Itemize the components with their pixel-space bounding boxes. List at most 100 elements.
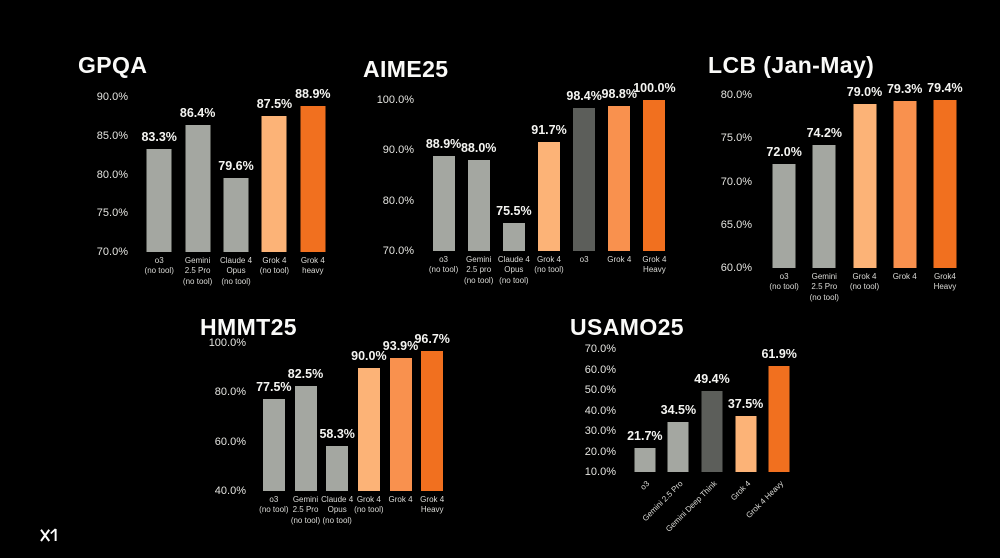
xai-logo (38, 526, 62, 544)
y-tick-label: 60.0% (584, 363, 616, 376)
bar-value-label: 79.6% (218, 158, 254, 173)
hmmt25-chart: HMMT25 40.0% 60.0% 80.0% 100.0% 77.5% o3 (no … (200, 314, 450, 525)
y-tick-label: 75.0% (720, 132, 752, 145)
y-tick-label: 70.0% (382, 245, 414, 257)
bar (326, 445, 349, 491)
bar-value-label: 82.5% (287, 367, 324, 382)
chart-title: HMMT25 (200, 314, 297, 340)
bar (421, 351, 444, 491)
y-tick-label: 100.0% (376, 94, 414, 106)
bar-group: 98.4% o3 (566, 89, 601, 264)
lcb-chart: LCB (Jan-May) 60.0% 65.0% 70.0% 75.0% 80.0% … (708, 52, 965, 302)
bar-value-label: 72.0% (766, 145, 802, 160)
bar (735, 415, 757, 472)
y-tick-label: 40.0% (214, 485, 246, 497)
bar-value-label: 61.9% (761, 346, 797, 361)
bar-value-label: 100.0% (633, 81, 676, 95)
bar-category-label: Grok 4 (892, 272, 917, 281)
y-tick-label: 70.0% (96, 246, 128, 258)
chart-title: LCB (Jan-May) (708, 52, 875, 78)
bar-value-label: 74.2% (806, 126, 843, 141)
bar (357, 367, 380, 491)
bar-category-label: Gemini 2.5 Pro (no tool) (290, 495, 321, 525)
bar-category-label: Grok4 Heavy (933, 272, 957, 292)
bar-group: 37.5% Grok 4 (728, 349, 763, 503)
bar (389, 358, 412, 491)
bar (502, 223, 525, 251)
bar (300, 105, 326, 252)
y-tick-label: 80.0% (96, 168, 128, 181)
plot-area: 21.7% o3 34.5% Gemini 2.5 Pro 49.4% Gemini De… (627, 346, 797, 534)
bar (667, 421, 689, 472)
bar-group: 82.5% Gemini 2.5 Pro (no tool) (287, 343, 324, 525)
bar-group: 87.5% Grok 4 (no tool) (255, 97, 293, 275)
y-tick-label: 70.0% (720, 175, 752, 188)
bar (432, 155, 455, 251)
bar-group: 58.3% Claude 4 Opus (no tool) (319, 343, 354, 525)
bar-value-label: 98.4% (566, 89, 602, 104)
bar-category-label: o3 (no tool) (428, 255, 459, 275)
bar (573, 108, 596, 251)
bar (643, 100, 666, 251)
plot-area: 77.5% o3 (no tool) 82.5% Gemini 2.5 Pro (no to… (256, 332, 450, 525)
bar-group: 90.0% Grok 4 (no tool) (351, 343, 386, 515)
bar (467, 160, 490, 251)
plot-area: 83.3% o3 (no tool) 86.4% Gemini 2.5 Pro (no to… (140, 87, 332, 286)
bar-value-label: 88.9% (295, 86, 331, 101)
bar (634, 448, 656, 472)
bar-category-label: o3 (638, 479, 652, 492)
bar (853, 103, 876, 268)
chart-title: AIME25 (363, 56, 449, 82)
bar-group: 79.3% Grok 4 (885, 82, 925, 281)
bar-category-label: Grok 4 (607, 255, 632, 264)
bar-group: 83.3% o3 (no tool) (140, 97, 178, 275)
y-tick-label: 30.0% (584, 425, 616, 437)
bar-value-label: 91.7% (531, 122, 567, 137)
bar-category-label: Gemini 2.5 Pro (no tool) (182, 256, 213, 286)
bar-group: 77.5% o3 (no tool) (256, 343, 291, 515)
bar-category-label: Grok 4 (no tool) (534, 255, 564, 275)
bar-category-label: Grok 4 (no tool) (849, 272, 880, 292)
bar (608, 106, 631, 251)
bar-category-label: Grok 4 (728, 479, 752, 503)
bar (812, 145, 836, 268)
bar-value-label: 34.5% (660, 402, 697, 417)
bar-group: 100.0% Grok 4 Heavy (633, 81, 675, 274)
bar-value-label: 88.0% (460, 141, 497, 156)
bar-group: 79.6% Claude 4 Opus (no tool) (217, 97, 255, 286)
y-tick-label: 80.0% (720, 89, 752, 101)
y-tick-label: 20.0% (584, 445, 616, 458)
bar (146, 148, 172, 252)
bar-category-label: Grok 4 (no tool) (259, 256, 290, 276)
bar (893, 101, 917, 268)
y-tick-label: 100.0% (208, 337, 246, 349)
bar-category-label: Grok 4 Heavy (642, 255, 667, 275)
bar-value-label: 49.4% (694, 372, 730, 387)
bar-value-label: 83.3% (141, 129, 177, 144)
bar-group: 79.4% Grok4 Heavy (925, 81, 965, 291)
bar-group: 98.8% Grok 4 (602, 87, 637, 264)
bar-group: 75.5% Claude 4 Opus (no tool) (496, 100, 531, 284)
bar (933, 100, 957, 268)
bar-category-label: o3 (no tool) (259, 495, 289, 515)
aime25-chart: AIME25 70.0% 80.0% 90.0% 100.0% 88.9% o3 (no … (363, 56, 676, 285)
bar (537, 141, 560, 251)
bar-value-label: 87.5% (256, 97, 293, 112)
bar-group: 61.9% Grok 4 Heavy (745, 346, 797, 520)
bar (261, 116, 287, 252)
bar-value-label: 86.4% (179, 105, 216, 120)
bar-category-label: Grok 4 heavy (300, 256, 325, 276)
bar-group: 79.0% Grok 4 (no tool) (844, 85, 884, 292)
bar (262, 398, 285, 491)
y-tick-label: 80.0% (214, 386, 246, 399)
bar-category-label: o3 (579, 255, 589, 264)
bar-value-label: 21.7% (627, 429, 663, 444)
xai-logo-icon (40, 528, 57, 542)
bar-category-label: Claude 4 Opus (no tool) (497, 255, 530, 285)
bar-group: 49.4% Gemini Deep Think (664, 349, 730, 533)
bar-value-label: 98.8% (601, 87, 637, 102)
bar-category-label: Grok 4 (388, 495, 413, 504)
bar-group: 34.5% Gemini 2.5 Pro (641, 349, 697, 523)
bar-category-label: Gemini 2.5 pro (no tool) (464, 255, 494, 285)
